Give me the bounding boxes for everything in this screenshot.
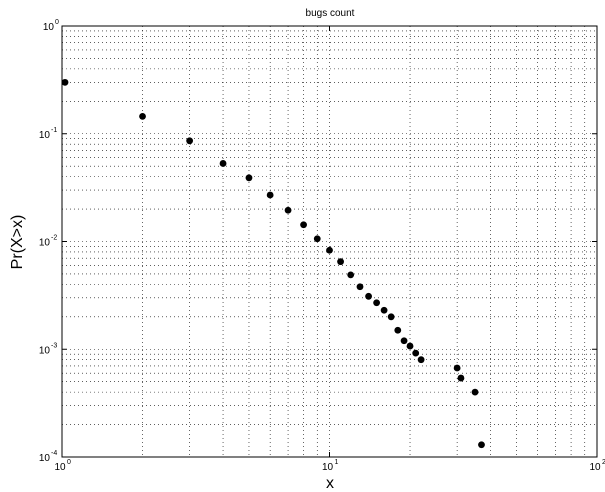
x-axis-label: x (326, 475, 334, 492)
data-point (347, 271, 355, 279)
y-tick-label: 10 -3 (39, 342, 57, 356)
x-tick-exponent: 1 (335, 459, 339, 466)
data-point (417, 356, 425, 364)
data-point (219, 160, 227, 167)
y-tick-exponent: -3 (51, 342, 57, 349)
x-tick-label: 10 2 (589, 459, 605, 473)
data-point (266, 191, 274, 199)
data-point (471, 388, 479, 396)
chart-title: bugs count (306, 8, 355, 19)
data-point (457, 374, 465, 382)
data-point (453, 364, 461, 372)
x-tick-base: 10 (589, 462, 601, 473)
y-tick-base: 10 (39, 453, 51, 464)
data-point (356, 283, 364, 291)
y-tick-label: 10 0 (43, 19, 59, 33)
data-point (387, 313, 395, 321)
y-tick-base: 10 (43, 22, 55, 33)
x-tick-exponent: 0 (67, 459, 71, 466)
x-tick-base: 10 (322, 462, 334, 473)
y-tick-label: 10 -4 (39, 450, 57, 464)
x-tick-exponent: 2 (602, 459, 605, 466)
data-point (400, 337, 408, 345)
axis-ticks (61, 25, 598, 458)
data-point (373, 299, 381, 307)
data-point (394, 326, 402, 334)
x-tick-labels: 10 0 10 1 10 2 (54, 459, 605, 473)
x-tick-base: 10 (54, 462, 66, 473)
y-tick-exponent: -1 (51, 127, 57, 134)
x-tick-label: 10 0 (54, 459, 71, 473)
data-point (313, 235, 321, 243)
data-point (326, 246, 333, 254)
data-point (478, 441, 485, 449)
y-tick-base: 10 (39, 238, 51, 249)
data-point (412, 349, 420, 357)
y-tick-base: 10 (39, 130, 51, 141)
data-points (61, 78, 485, 449)
y-tick-exponent: -4 (51, 450, 57, 457)
data-point (139, 112, 146, 120)
data-point (186, 137, 194, 145)
data-point (380, 306, 388, 314)
data-point (365, 292, 372, 300)
y-tick-base: 10 (39, 345, 51, 356)
data-point (61, 78, 69, 86)
y-tick-exponent: -2 (51, 235, 57, 242)
data-point (337, 258, 344, 266)
data-point (300, 221, 307, 229)
data-point (284, 206, 292, 214)
y-tick-exponent: 0 (55, 19, 59, 26)
y-tick-label: 10 -2 (39, 235, 57, 249)
y-tick-label: 10 -1 (39, 127, 57, 141)
y-axis-label: Pr(X>x) (9, 215, 26, 270)
x-tick-label: 10 1 (322, 459, 339, 473)
data-point (406, 342, 414, 350)
data-point (245, 174, 253, 182)
